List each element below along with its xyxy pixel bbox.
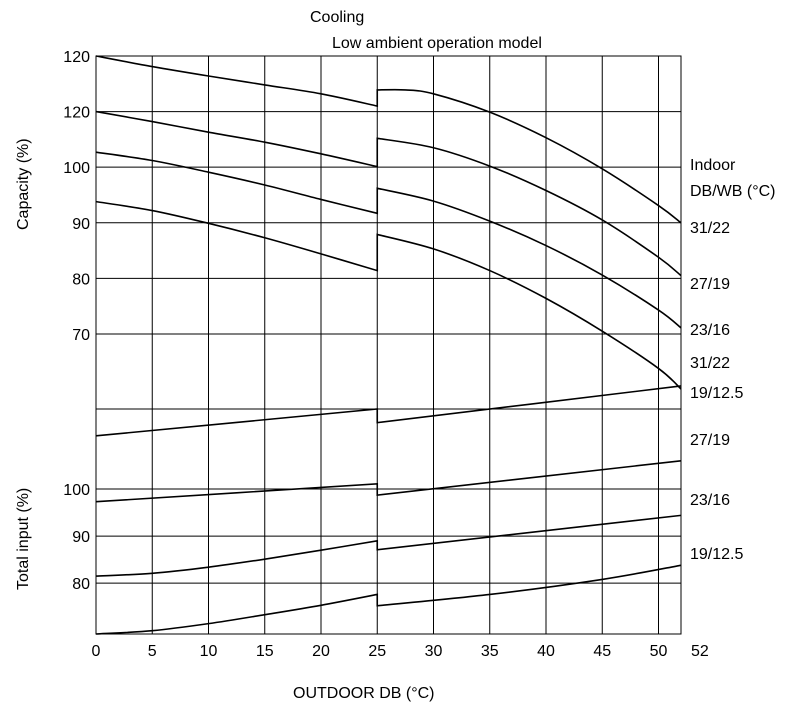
plot-frame <box>95 55 682 635</box>
x-tick-label: 52 <box>691 643 709 660</box>
x-tick-label: 25 <box>368 643 386 660</box>
y-tick-label: 120 <box>63 49 90 66</box>
series-line-total-input-3 <box>95 564 682 635</box>
capacity-axis-label: Capacity (%) <box>15 138 32 230</box>
series-label: 23/16 <box>690 322 730 339</box>
curves <box>95 55 682 635</box>
y-tick-label: 80 <box>72 576 90 593</box>
x-tick-label: 30 <box>425 643 443 660</box>
x-tick-label: 45 <box>593 643 611 660</box>
series-label: 27/19 <box>690 432 730 449</box>
series-line-capacity-0 <box>95 55 682 224</box>
series-line-capacity-2 <box>95 151 682 329</box>
chart-title: Cooling <box>310 9 364 26</box>
series-label: 27/19 <box>690 276 730 293</box>
y-tick-label: 80 <box>72 271 90 288</box>
x-tick-label: 50 <box>650 643 668 660</box>
series-label: 19/12.5 <box>690 385 743 402</box>
x-tick-label: 10 <box>200 643 218 660</box>
y-tick-label: 100 <box>63 160 90 177</box>
y-tick-label: 90 <box>72 529 90 546</box>
x-tick-label: 5 <box>148 643 157 660</box>
labels: Cooling Low ambient operation model OUTD… <box>15 9 776 702</box>
y-tick-label: 100 <box>63 482 90 499</box>
x-tick-label: 0 <box>92 643 101 660</box>
legend-title-line2: DB/WB (°C) <box>690 183 776 200</box>
x-axis-label: OUTDOOR DB (°C) <box>293 685 435 702</box>
series-label: 31/22 <box>690 355 730 372</box>
series-label: 31/22 <box>690 220 730 237</box>
series-line-total-input-2 <box>95 514 682 577</box>
series-label: 19/12.5 <box>690 546 743 563</box>
series-label: 23/16 <box>690 492 730 509</box>
y-tick-label: 70 <box>72 327 90 344</box>
series-line-total-input-0 <box>95 385 682 437</box>
y-tick-label: 120 <box>63 105 90 122</box>
series-line-capacity-1 <box>95 110 682 277</box>
series-line-capacity-3 <box>95 200 682 390</box>
grid <box>95 55 682 635</box>
chart-subtitle: Low ambient operation model <box>332 35 542 52</box>
x-tick-label: 40 <box>537 643 555 660</box>
y-tick-label: 90 <box>72 216 90 233</box>
total-input-axis-label: Total input (%) <box>15 488 32 590</box>
legend-title-line1: Indoor <box>690 157 736 174</box>
x-tick-label: 20 <box>312 643 330 660</box>
x-tick-label: 35 <box>481 643 499 660</box>
series-line-total-input-1 <box>95 459 682 503</box>
x-tick-label: 15 <box>256 643 274 660</box>
